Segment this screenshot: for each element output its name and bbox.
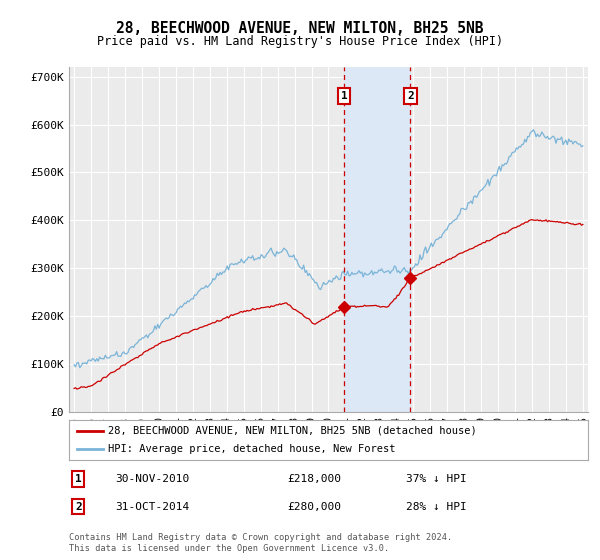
Text: 37% ↓ HPI: 37% ↓ HPI [406, 474, 467, 484]
Text: 28, BEECHWOOD AVENUE, NEW MILTON, BH25 5NB: 28, BEECHWOOD AVENUE, NEW MILTON, BH25 5… [116, 21, 484, 36]
Text: 31-OCT-2014: 31-OCT-2014 [116, 502, 190, 512]
Text: Price paid vs. HM Land Registry's House Price Index (HPI): Price paid vs. HM Land Registry's House … [97, 35, 503, 48]
Text: £218,000: £218,000 [287, 474, 341, 484]
Text: 1: 1 [75, 474, 82, 484]
Text: 1: 1 [341, 91, 347, 101]
Text: 2: 2 [407, 91, 414, 101]
Text: £280,000: £280,000 [287, 502, 341, 512]
Text: HPI: Average price, detached house, New Forest: HPI: Average price, detached house, New … [108, 445, 395, 454]
Text: 28% ↓ HPI: 28% ↓ HPI [406, 502, 467, 512]
Text: Contains HM Land Registry data © Crown copyright and database right 2024.
This d: Contains HM Land Registry data © Crown c… [69, 533, 452, 553]
Text: 2: 2 [75, 502, 82, 512]
Text: 30-NOV-2010: 30-NOV-2010 [116, 474, 190, 484]
Text: 28, BEECHWOOD AVENUE, NEW MILTON, BH25 5NB (detached house): 28, BEECHWOOD AVENUE, NEW MILTON, BH25 5… [108, 426, 476, 436]
Bar [344, 67, 410, 412]
